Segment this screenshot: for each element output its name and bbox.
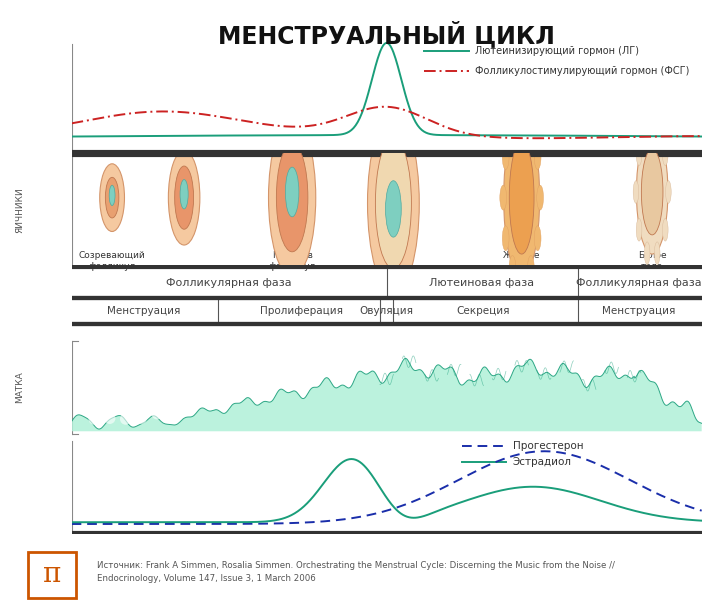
Ellipse shape bbox=[180, 179, 188, 209]
Text: Лютеиновая фаза: Лютеиновая фаза bbox=[429, 278, 533, 288]
Ellipse shape bbox=[528, 256, 534, 281]
Ellipse shape bbox=[175, 166, 193, 229]
Text: Желтое
тело: Желтое тело bbox=[503, 251, 541, 271]
Ellipse shape bbox=[662, 218, 668, 241]
Ellipse shape bbox=[642, 149, 663, 235]
Text: Белое
тело: Белое тело bbox=[638, 251, 667, 271]
Ellipse shape bbox=[105, 412, 115, 424]
Ellipse shape bbox=[644, 120, 650, 142]
Ellipse shape bbox=[105, 178, 119, 218]
Text: МЕНСТРУАЛЬНЫЙ ЦИКЛ: МЕНСТРУАЛЬНЫЙ ЦИКЛ bbox=[218, 21, 555, 48]
Ellipse shape bbox=[654, 242, 660, 265]
Ellipse shape bbox=[503, 145, 509, 170]
Ellipse shape bbox=[120, 413, 131, 425]
Ellipse shape bbox=[637, 143, 642, 165]
Ellipse shape bbox=[518, 104, 525, 129]
Ellipse shape bbox=[268, 118, 316, 277]
Text: Лютеинизирующий гормон (ЛГ): Лютеинизирующий гормон (ЛГ) bbox=[475, 46, 639, 56]
Ellipse shape bbox=[503, 118, 540, 277]
Ellipse shape bbox=[136, 412, 147, 424]
Text: Секреция: Секреция bbox=[457, 306, 511, 316]
Ellipse shape bbox=[367, 113, 420, 293]
Text: Источник: Frank A Simmen, Rosalia Simmen. Orchestrating the Menstrual Cycle: Dis: Источник: Frank A Simmen, Rosalia Simmen… bbox=[97, 561, 614, 583]
Ellipse shape bbox=[152, 407, 163, 420]
Text: Граафов
фолликул: Граафов фолликул bbox=[268, 251, 316, 271]
Ellipse shape bbox=[666, 181, 671, 203]
Ellipse shape bbox=[509, 141, 534, 254]
Ellipse shape bbox=[375, 138, 412, 269]
Text: π: π bbox=[43, 561, 61, 589]
Text: Фолликулярная фаза: Фолликулярная фаза bbox=[576, 278, 702, 288]
Ellipse shape bbox=[100, 163, 125, 232]
Ellipse shape bbox=[89, 413, 100, 425]
Text: Эстрадиол: Эстрадиол bbox=[513, 456, 571, 467]
Ellipse shape bbox=[518, 267, 525, 292]
Ellipse shape bbox=[633, 181, 639, 203]
FancyBboxPatch shape bbox=[28, 551, 76, 598]
Ellipse shape bbox=[286, 167, 299, 217]
Ellipse shape bbox=[500, 185, 507, 210]
Text: Фолликулостимулирующий гормон (ФСГ): Фолликулостимулирующий гормон (ФСГ) bbox=[475, 66, 690, 76]
Text: Менструация: Менструация bbox=[602, 306, 675, 316]
Ellipse shape bbox=[276, 143, 308, 252]
Text: Менструация: Менструация bbox=[107, 306, 180, 316]
Ellipse shape bbox=[534, 145, 541, 170]
Ellipse shape bbox=[509, 256, 516, 281]
Ellipse shape bbox=[654, 120, 660, 142]
Text: Пролиферация: Пролиферация bbox=[260, 306, 343, 316]
Text: Прогестерон: Прогестерон bbox=[513, 441, 584, 451]
Ellipse shape bbox=[637, 130, 668, 254]
Ellipse shape bbox=[537, 185, 543, 210]
Text: Созревающий
фолликул: Созревающий фолликул bbox=[79, 251, 145, 271]
Text: Овуляция: Овуляция bbox=[359, 306, 414, 316]
Text: МАТКА: МАТКА bbox=[16, 371, 24, 403]
Ellipse shape bbox=[503, 226, 509, 251]
Ellipse shape bbox=[534, 226, 541, 251]
Ellipse shape bbox=[109, 185, 115, 206]
Ellipse shape bbox=[385, 181, 401, 237]
Ellipse shape bbox=[168, 150, 200, 245]
Text: Фолликулярная фаза: Фолликулярная фаза bbox=[166, 278, 292, 288]
Text: ЯИЧНИКИ: ЯИЧНИКИ bbox=[16, 188, 24, 233]
Ellipse shape bbox=[662, 143, 668, 165]
Ellipse shape bbox=[509, 115, 516, 140]
Ellipse shape bbox=[637, 218, 642, 241]
Ellipse shape bbox=[644, 242, 650, 265]
Ellipse shape bbox=[528, 115, 534, 140]
